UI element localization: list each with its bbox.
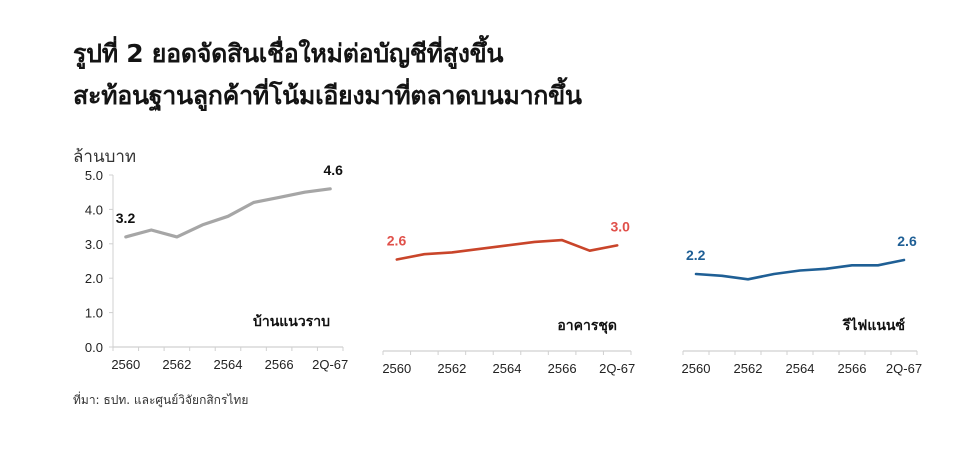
- y-tick-label: 1.0: [85, 306, 103, 321]
- y-tick-label: 5.0: [85, 168, 103, 183]
- data-label: 2.6: [897, 233, 917, 249]
- y-tick-label: 0.0: [85, 340, 103, 355]
- x-tick-label: 2560: [111, 357, 140, 372]
- data-label: 4.6: [323, 162, 343, 178]
- x-tick-label: 2Q-67: [312, 357, 348, 372]
- y-tick-label: 3.0: [85, 237, 103, 252]
- data-label: 3.0: [610, 218, 630, 234]
- panel-title: บ้านแนวราบ: [253, 314, 330, 330]
- x-tick-label: 2Q-67: [886, 361, 922, 376]
- y-tick-label: 2.0: [85, 271, 103, 286]
- panel-title: อาคารชุด: [557, 318, 617, 334]
- panel-refinance: 2560 2562 2564 2566 2Q-67 2.2 2.6 รีไฟแนนซ์: [682, 233, 923, 376]
- y-tick-label: 4.0: [85, 202, 103, 217]
- x-tick-label: 2564: [493, 361, 522, 376]
- x-tick-label: 2562: [162, 357, 191, 372]
- x-tick-label: 2564: [786, 361, 815, 376]
- data-label: 3.2: [116, 210, 136, 226]
- x-tick-label: 2560: [382, 361, 411, 376]
- panel-detached-house: 0.0 1.0 2.0 3.0 4.0 5.0 2560 2562 2564 2566 2Q-67 3…: [85, 162, 348, 372]
- x-tick-label: 2566: [548, 361, 577, 376]
- x-tick-label: 2566: [265, 357, 294, 372]
- x-tick-label: 2560: [682, 361, 711, 376]
- source-note: ที่มา: ธปท. และศูนย์วิจัยกสิกรไทย: [73, 393, 249, 407]
- data-label: 2.2: [686, 247, 706, 263]
- series-line-refinance: [694, 258, 906, 281]
- x-tick-label: 2Q-67: [599, 361, 635, 376]
- data-label: 2.6: [387, 232, 407, 248]
- y-axis-unit-label: ล้านบาท: [73, 147, 137, 167]
- x-tick-label: 2562: [437, 361, 466, 376]
- panel-condominium: 2560 2562 2564 2566 2Q-67 2.6 3.0 อาคารชุด: [382, 218, 635, 376]
- x-tick-label: 2564: [214, 357, 243, 372]
- series-line-detached-house: [124, 187, 332, 239]
- series-line-condominium: [395, 238, 619, 261]
- chart-title-line-1: รูปที่ 2 ยอดจัดสินเชื่อใหม่ต่อบัญชีที่สู…: [73, 39, 504, 68]
- x-tick-label: 2566: [838, 361, 867, 376]
- x-tick-label: 2562: [734, 361, 763, 376]
- panel-title: รีไฟแนนซ์: [841, 316, 905, 334]
- chart-title-line-2: สะท้อนฐานลูกค้าที่โน้มเอียงมาที่ตลาดบนมา…: [73, 81, 582, 110]
